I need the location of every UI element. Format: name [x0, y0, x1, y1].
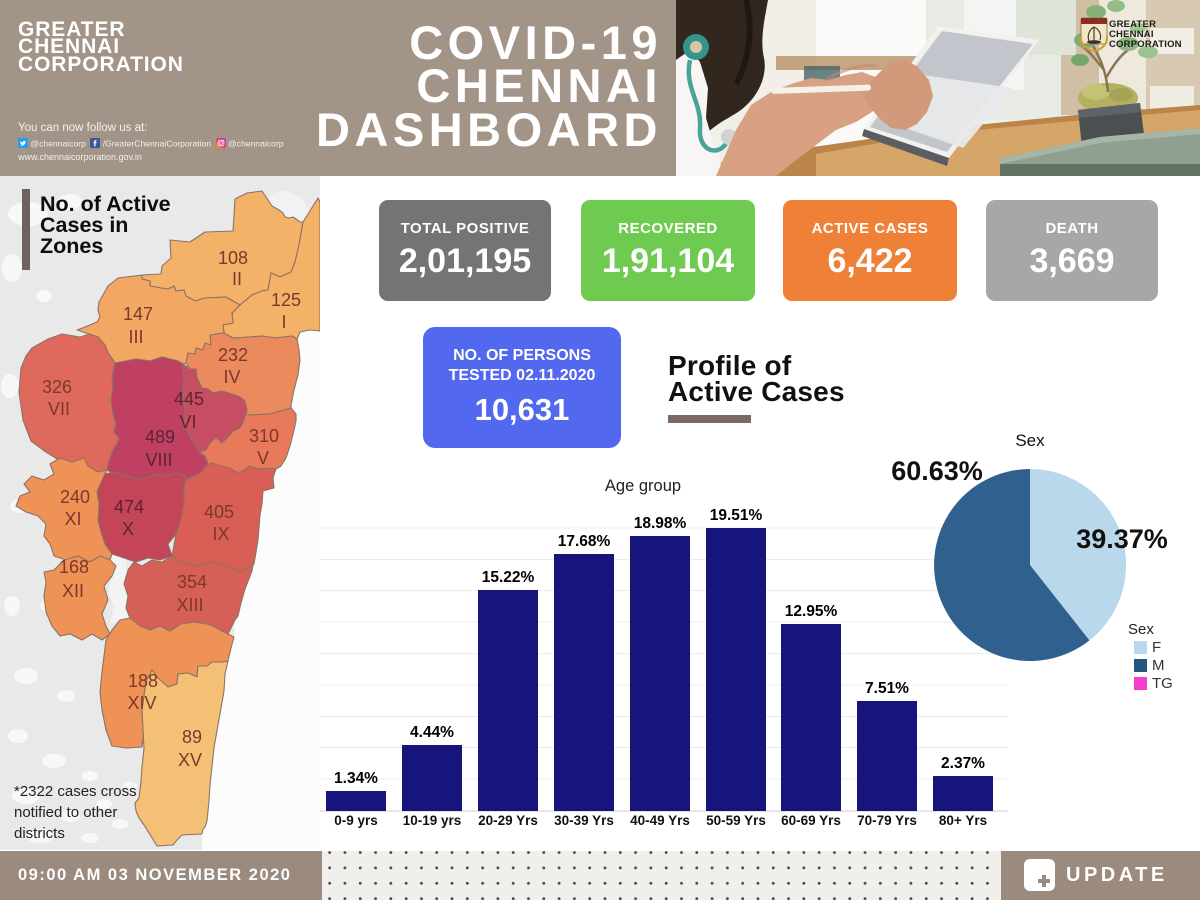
svg-text:III: III — [128, 327, 143, 347]
svg-text:445: 445 — [174, 389, 204, 409]
svg-text:VII: VII — [48, 399, 70, 419]
svg-text:188: 188 — [128, 671, 158, 691]
svg-text:168: 168 — [59, 557, 89, 577]
svg-text:XIII: XIII — [176, 595, 203, 615]
svg-text:CORPORATION: CORPORATION — [1109, 39, 1182, 50]
svg-text:89: 89 — [182, 727, 202, 747]
svg-text:II: II — [232, 269, 242, 289]
svg-text:240: 240 — [60, 487, 90, 507]
svg-text:V: V — [257, 448, 269, 468]
svg-text:XI: XI — [64, 509, 81, 529]
svg-text:XII: XII — [62, 581, 84, 601]
svg-text:IX: IX — [212, 524, 229, 544]
svg-text:VIII: VIII — [145, 450, 172, 470]
svg-text:CHENNAI: CHENNAI — [1109, 29, 1154, 40]
svg-text:354: 354 — [177, 572, 207, 592]
svg-text:IV: IV — [223, 367, 240, 387]
svg-text:310: 310 — [249, 426, 279, 446]
svg-text:232: 232 — [218, 345, 248, 365]
svg-text:VI: VI — [179, 412, 196, 432]
svg-text:I: I — [281, 312, 286, 332]
svg-text:XV: XV — [178, 750, 202, 770]
svg-text:147: 147 — [123, 304, 153, 324]
svg-text:XIV: XIV — [127, 693, 156, 713]
svg-text:X: X — [122, 519, 134, 539]
svg-text:125: 125 — [271, 290, 301, 310]
svg-text:GREATER: GREATER — [1109, 19, 1156, 30]
svg-text:108: 108 — [218, 248, 248, 268]
svg-text:474: 474 — [114, 497, 144, 517]
svg-text:405: 405 — [204, 502, 234, 522]
svg-text:326: 326 — [42, 377, 72, 397]
svg-text:489: 489 — [145, 427, 175, 447]
